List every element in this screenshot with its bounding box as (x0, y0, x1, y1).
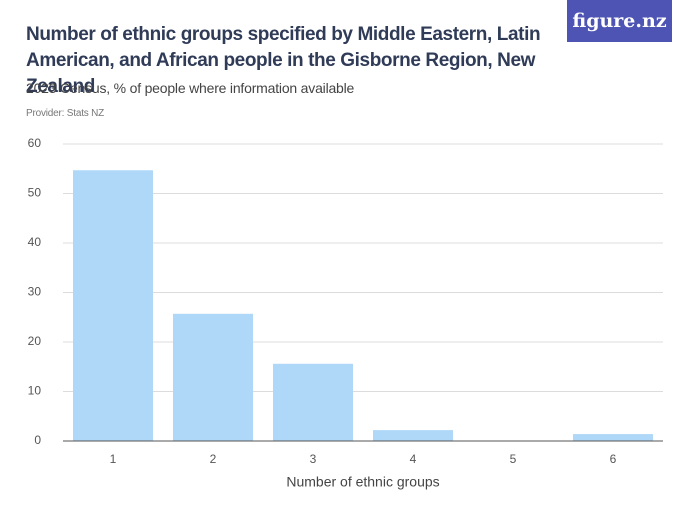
bar (573, 434, 653, 441)
y-tick-label: 40 (28, 235, 42, 249)
y-tick-label: 0 (34, 433, 41, 447)
bar (273, 363, 353, 441)
y-tick-label: 20 (28, 334, 42, 348)
y-tick-label: 30 (28, 285, 42, 299)
bar (73, 170, 153, 442)
bar (173, 313, 253, 441)
x-tick-label: 2 (210, 452, 217, 466)
y-tick-label: 10 (28, 384, 42, 398)
bar (373, 430, 453, 441)
x-axis-label: Number of ethnic groups (286, 474, 439, 490)
source: Provider: Stats NZ (26, 108, 105, 119)
x-tick-label: 3 (310, 452, 317, 466)
x-tick-label: 5 (510, 452, 517, 466)
chart-subtitle: 2023 Census, % of people where informati… (26, 80, 355, 96)
x-tick-label: 4 (410, 452, 417, 466)
logo[interactable]: figure.nz (567, 0, 672, 42)
chart-title: Number of ethnic groups specified by Mid… (26, 24, 541, 97)
y-tick-label: 50 (28, 186, 42, 200)
y-tick-label: 60 (28, 136, 42, 150)
x-tick-label: 6 (610, 452, 617, 466)
x-tick-label: 1 (110, 452, 117, 466)
